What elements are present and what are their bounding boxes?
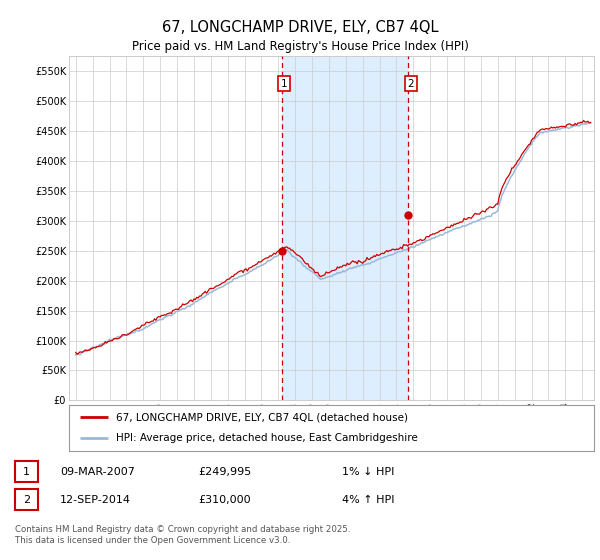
Text: £249,995: £249,995 <box>198 466 251 477</box>
Text: 2: 2 <box>23 494 30 505</box>
Text: Price paid vs. HM Land Registry's House Price Index (HPI): Price paid vs. HM Land Registry's House … <box>131 40 469 53</box>
Text: 1: 1 <box>281 78 287 88</box>
Text: £310,000: £310,000 <box>198 494 251 505</box>
Text: 2: 2 <box>407 78 415 88</box>
Text: 1% ↓ HPI: 1% ↓ HPI <box>342 466 394 477</box>
Text: 12-SEP-2014: 12-SEP-2014 <box>60 494 131 505</box>
Text: 1: 1 <box>23 466 30 477</box>
Text: 4% ↑ HPI: 4% ↑ HPI <box>342 494 395 505</box>
Text: HPI: Average price, detached house, East Cambridgeshire: HPI: Average price, detached house, East… <box>116 433 418 444</box>
Text: Contains HM Land Registry data © Crown copyright and database right 2025.
This d: Contains HM Land Registry data © Crown c… <box>15 525 350 545</box>
Text: 09-MAR-2007: 09-MAR-2007 <box>60 466 135 477</box>
Bar <box>281 56 409 400</box>
Text: 67, LONGCHAMP DRIVE, ELY, CB7 4QL: 67, LONGCHAMP DRIVE, ELY, CB7 4QL <box>162 20 438 35</box>
Text: 67, LONGCHAMP DRIVE, ELY, CB7 4QL (detached house): 67, LONGCHAMP DRIVE, ELY, CB7 4QL (detac… <box>116 412 408 422</box>
